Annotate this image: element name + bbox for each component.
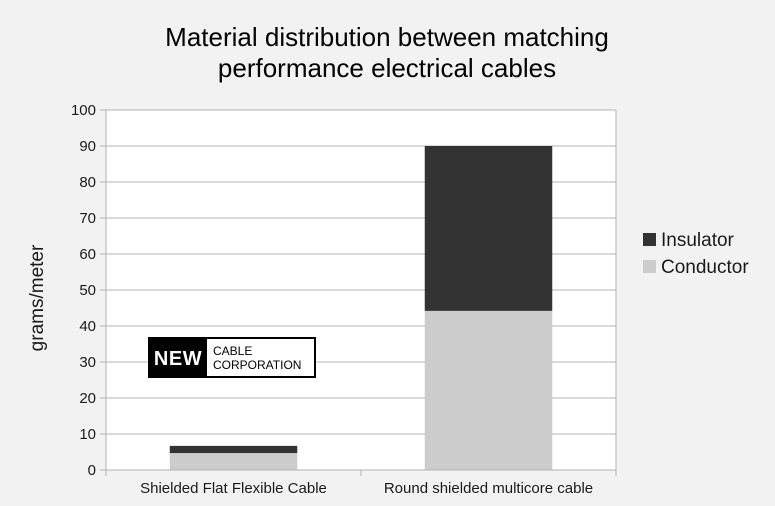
- y-tick-label-90: 90: [79, 138, 96, 155]
- y-tick-label-0: 0: [88, 462, 96, 479]
- y-tick-label-80: 80: [79, 174, 96, 191]
- y-tick-label-50: 50: [79, 282, 96, 299]
- legend: Insulator Conductor: [643, 230, 749, 278]
- y-tick-label-30: 30: [79, 354, 96, 371]
- company-logo: NEW CABLE CORPORATION: [148, 337, 316, 378]
- logo-line-1: CABLE: [213, 344, 252, 358]
- y-tick-label-20: 20: [79, 390, 96, 407]
- y-axis-title: grams/meter: [27, 244, 48, 351]
- chart-title-line-2: performance electrical cables: [218, 53, 556, 83]
- logo-word: NEW: [154, 348, 202, 370]
- logo-block: [149, 338, 207, 377]
- bars: [169, 146, 553, 470]
- legend-swatch-insulator: [643, 233, 656, 246]
- y-tick-label-10: 10: [79, 426, 96, 443]
- x-tick-label-1: Round shielded multicore cable: [384, 480, 593, 497]
- bar-insulator-1: [424, 146, 553, 311]
- axes: 0 10 20 30 40 50 60 70 80 90 100 Shielded Flat Flex…: [71, 102, 617, 497]
- bar-insulator-0: [169, 445, 298, 454]
- legend-swatch-conductor: [643, 260, 656, 273]
- logo-line-2: CORPORATION: [213, 358, 301, 372]
- bar-conductor-1: [424, 310, 553, 470]
- y-tick-label-40: 40: [79, 318, 96, 335]
- legend-label-insulator: Insulator: [661, 230, 735, 251]
- bar-conductor-0: [169, 453, 298, 470]
- y-tick-label-70: 70: [79, 210, 96, 227]
- y-tick-label-60: 60: [79, 246, 96, 263]
- legend-label-conductor: Conductor: [661, 257, 749, 278]
- chart-title-line-1: Material distribution between matching: [165, 22, 609, 52]
- y-tick-label-100: 100: [71, 102, 96, 119]
- x-tick-label-0: Shielded Flat Flexible Cable: [140, 480, 327, 497]
